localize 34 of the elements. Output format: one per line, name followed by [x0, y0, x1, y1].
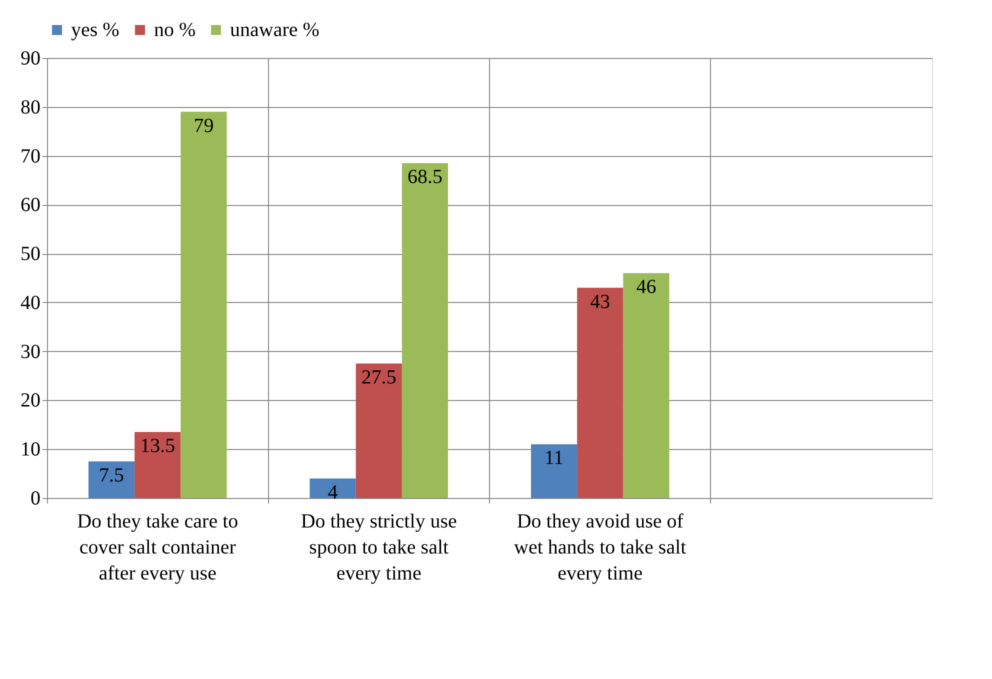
legend-label: unaware % [230, 19, 320, 41]
data-label: 27.5 [361, 366, 396, 389]
x-tick-label: Do they take care to cover salt container after every use [77, 510, 238, 584]
legend-label: no % [154, 19, 196, 41]
bar [530, 444, 578, 498]
y-tick-label: 70 [20, 145, 40, 168]
bar [180, 112, 227, 498]
legend-label: yes % [71, 19, 120, 41]
y-tick-label: 20 [20, 390, 40, 412]
bar [88, 461, 135, 498]
y-tick-label: 40 [20, 292, 40, 314]
data-label: 13.5 [140, 435, 176, 457]
bar [402, 163, 448, 498]
y-tick-label: 0 [30, 488, 40, 510]
y-tick-label: 30 [20, 340, 40, 363]
data-label: 4 [328, 481, 338, 504]
y-tick-label: 80 [20, 96, 40, 118]
y-tick-label: 60 [20, 194, 40, 216]
data-label: 11 [544, 447, 564, 470]
y-tick-label: 50 [20, 243, 40, 266]
data-label: 68.5 [407, 166, 442, 188]
data-label: 43 [590, 290, 610, 313]
bar [310, 478, 356, 498]
data-label: 46 [636, 276, 656, 298]
x-tick-label: Do they avoid use of wet hands to take salt every time [514, 510, 687, 584]
data-label: 79 [194, 114, 214, 137]
bar [356, 364, 402, 498]
bar [134, 432, 181, 498]
bar [577, 288, 624, 498]
bar [623, 273, 670, 498]
y-tick-label: 10 [20, 438, 40, 461]
data-label: 7.5 [99, 464, 124, 486]
x-tick-label: Do they strictly use spoon to take salt every time [300, 510, 458, 584]
y-tick-label: 90 [20, 48, 40, 70]
